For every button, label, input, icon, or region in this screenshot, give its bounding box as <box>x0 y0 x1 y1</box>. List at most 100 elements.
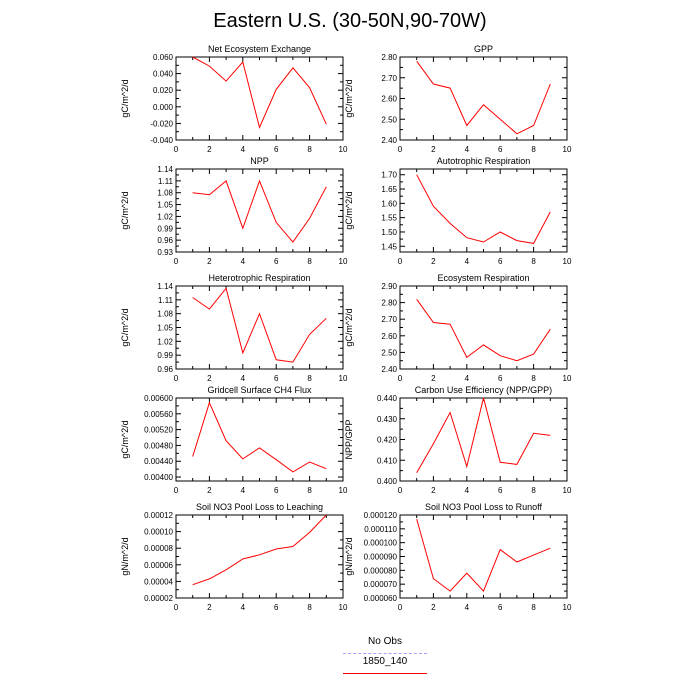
y-tick-label: 2.50 <box>381 348 397 357</box>
series-line <box>192 401 327 473</box>
panel-title: Net Ecosystem Exchange <box>208 44 311 54</box>
x-tick-label: 4 <box>241 486 246 495</box>
series-line <box>192 56 327 130</box>
y-axis-label: gC/m^2/d <box>120 191 130 229</box>
chart-panel: Soil NO3 Pool Loss to Runoff gN/m^2/d 0 2 4 6… <box>344 502 572 612</box>
x-tick-label: 10 <box>563 257 572 266</box>
y-tick-label: 0.060 <box>153 53 174 62</box>
plot-frame <box>399 514 568 599</box>
x-tick-label: 0 <box>174 603 179 612</box>
x-tick-label: 4 <box>465 145 470 154</box>
y-tick-label: 1.50 <box>381 228 397 237</box>
x-tick-label: 10 <box>339 603 348 612</box>
chart-panel: Gridcell Surface CH4 Flux gC/m^2/d 0 2 4 6 8 10… <box>120 385 348 495</box>
y-tick-label: 1.11 <box>158 177 174 186</box>
x-tick-label: 0 <box>174 486 179 495</box>
x-tick-label: 10 <box>339 145 348 154</box>
x-tick-label: 10 <box>339 486 348 495</box>
y-tick-label: 0.00006 <box>144 561 173 570</box>
panel-title: Soil NO3 Pool Loss to Runoff <box>425 502 542 512</box>
y-tick-label: 2.60 <box>381 332 397 341</box>
x-tick-label: 6 <box>274 374 279 383</box>
series-line <box>416 60 551 135</box>
plot-frame <box>399 168 568 253</box>
series-line <box>416 174 551 244</box>
y-tick-label: 0.000060 <box>364 594 398 603</box>
y-axis-label: gC/m^2/d <box>344 79 354 117</box>
y-tick-label: 0.000070 <box>364 580 398 589</box>
y-tick-label: 1.14 <box>157 165 173 174</box>
x-tick-label: 2 <box>431 603 436 612</box>
y-tick-label: 0.000 <box>153 103 174 112</box>
y-tick-label: 2.40 <box>381 136 397 145</box>
panel-title: Ecosystem Respiration <box>437 273 529 283</box>
y-tick-label: 2.80 <box>381 53 397 62</box>
plot-frame <box>399 397 568 482</box>
y-tick-label: 1.11 <box>158 296 174 305</box>
x-tick-label: 6 <box>498 603 503 612</box>
y-tick-label: 2.80 <box>381 299 397 308</box>
y-tick-label: 0.000090 <box>364 553 398 562</box>
series-line <box>192 179 327 243</box>
y-tick-label: 0.00400 <box>144 473 173 482</box>
series-line <box>416 299 551 362</box>
series-line <box>192 514 327 586</box>
page-title: Eastern U.S. (30-50N,90-70W) <box>213 10 487 32</box>
y-tick-label: 0.000100 <box>364 539 398 548</box>
y-tick-label: 0.00004 <box>144 577 173 586</box>
chart-panels: Net Ecosystem Exchange gC/m^2/d 0 2 4 6 8 10 -0.… <box>120 44 572 612</box>
y-tick-label: 0.420 <box>377 436 398 445</box>
plot-frame <box>399 285 568 370</box>
y-tick-label: 1.05 <box>157 201 173 210</box>
x-tick-label: 8 <box>531 603 536 612</box>
x-tick-label: 8 <box>307 486 312 495</box>
x-tick-label: 6 <box>274 257 279 266</box>
x-tick-label: 0 <box>174 145 179 154</box>
x-tick-label: 2 <box>431 145 436 154</box>
chart-panel: NPP gC/m^2/d 0 2 4 6 8 10 0.93 0.96 0.99 1.02 1.05 1.… <box>120 156 348 266</box>
y-tick-label: 0.99 <box>157 224 173 233</box>
legend-label-1850-140: 1850_140 <box>362 656 408 667</box>
x-tick-label: 4 <box>241 374 246 383</box>
y-tick-label: 1.08 <box>157 189 173 198</box>
x-tick-label: 4 <box>241 603 246 612</box>
x-tick-label: 0 <box>398 374 403 383</box>
panel-title: Gridcell Surface CH4 Flux <box>207 385 312 395</box>
x-tick-label: 6 <box>274 145 279 154</box>
x-tick-label: 6 <box>498 486 503 495</box>
chart-panel: Ecosystem Respiration gC/m^2/d 0 2 4 6 8 10 2.40… <box>344 273 572 383</box>
x-tick-label: 10 <box>339 374 348 383</box>
y-tick-label: 0.00560 <box>144 410 173 419</box>
y-tick-label: 1.02 <box>157 212 173 221</box>
y-tick-label: 0.000080 <box>364 566 398 575</box>
y-tick-label: 0.00012 <box>144 511 173 520</box>
x-tick-label: 6 <box>274 603 279 612</box>
y-tick-label: 0.00002 <box>144 594 173 603</box>
x-tick-label: 4 <box>241 145 246 154</box>
chart-panel: Autotrophic Respiration gC/m^2/d 0 2 4 6 8 10 1.… <box>344 156 572 266</box>
panel-title: Carbon Use Efficiency (NPP/GPP) <box>415 385 552 395</box>
y-tick-label: 0.00010 <box>144 528 173 537</box>
y-tick-label: 0.00520 <box>144 426 173 435</box>
y-tick-label: 0.430 <box>377 415 398 424</box>
y-tick-label: 0.040 <box>153 70 174 79</box>
plot-frame <box>175 285 344 370</box>
x-tick-label: 8 <box>307 257 312 266</box>
series-line <box>416 518 551 593</box>
y-tick-label: 2.60 <box>381 95 397 104</box>
x-tick-label: 4 <box>465 257 470 266</box>
y-tick-label: 0.00480 <box>144 441 173 450</box>
plot-frame <box>175 514 344 599</box>
y-tick-label: 0.000110 <box>364 525 397 534</box>
x-tick-label: 2 <box>431 374 436 383</box>
y-axis-label: NPP/GPP <box>344 419 354 459</box>
plot-frame <box>399 56 568 141</box>
y-tick-label: -0.040 <box>150 136 173 145</box>
y-tick-label: 0.440 <box>377 394 398 403</box>
x-tick-label: 2 <box>207 145 212 154</box>
x-tick-label: 6 <box>274 486 279 495</box>
y-tick-label: 1.14 <box>157 282 173 291</box>
panel-title: NPP <box>250 156 269 166</box>
x-tick-label: 4 <box>465 486 470 495</box>
x-tick-label: 2 <box>431 486 436 495</box>
